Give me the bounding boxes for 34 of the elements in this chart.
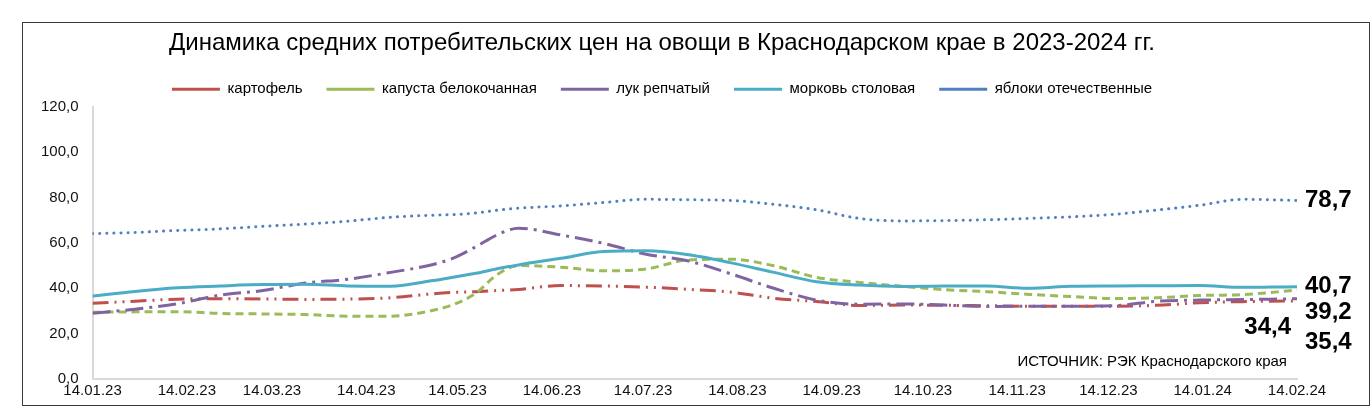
data-label: 78,7 (1305, 185, 1352, 213)
line-series (92, 197, 1297, 236)
x-tick-label: 14.06.23 (522, 381, 582, 399)
x-tick-label: 14.08.23 (708, 381, 767, 399)
y-tick-label: 40,0 (49, 278, 79, 296)
x-tick-label: 14.01.24 (1173, 381, 1232, 399)
legend-label: яблоки отечественные (994, 79, 1153, 97)
data-label: 34,4 (1244, 311, 1292, 339)
data-label: 39,2 (1305, 296, 1352, 324)
y-tick-label: 80,0 (49, 187, 79, 205)
y-tick-label: 60,0 (49, 233, 79, 251)
line-series (92, 226, 1297, 315)
y-tick-label: 100,0 (40, 142, 79, 160)
legend-label: картофель (227, 79, 303, 97)
x-tick-label: 14.12.23 (1079, 381, 1138, 399)
legend-label: лук репчатый (616, 79, 710, 97)
annotation: ИСТОЧНИК: РЭК Краснодарского края (1017, 351, 1287, 369)
line-series (92, 249, 1297, 298)
y-tick-label: 20,0 (49, 323, 79, 341)
x-tick-label: 14.07.23 (613, 381, 673, 399)
x-tick-label: 14.04.23 (337, 381, 396, 399)
legend-label: морковь столовая (789, 79, 916, 97)
x-tick-label: 14.03.23 (242, 381, 302, 399)
x-tick-label: 14.11.23 (988, 381, 1046, 399)
data-label: 40,7 (1305, 271, 1352, 299)
x-tick-label: 14.02.24 (1267, 381, 1327, 399)
data-label: 35,4 (1305, 327, 1353, 355)
y-tick-label: 120,0 (40, 96, 79, 114)
x-tick-label: 14.10.23 (893, 381, 953, 399)
x-tick-label: 14.09.23 (802, 381, 861, 399)
legend-label: капуста белокочанная (381, 79, 537, 97)
chart-title: Динамика средних потребительских цен на овощи в Краснодарском крае в 2023-2024 гг. (169, 28, 1155, 56)
x-tick-label: 14.02.23 (157, 381, 217, 399)
x-tick-label: 14.05.23 (428, 381, 487, 399)
